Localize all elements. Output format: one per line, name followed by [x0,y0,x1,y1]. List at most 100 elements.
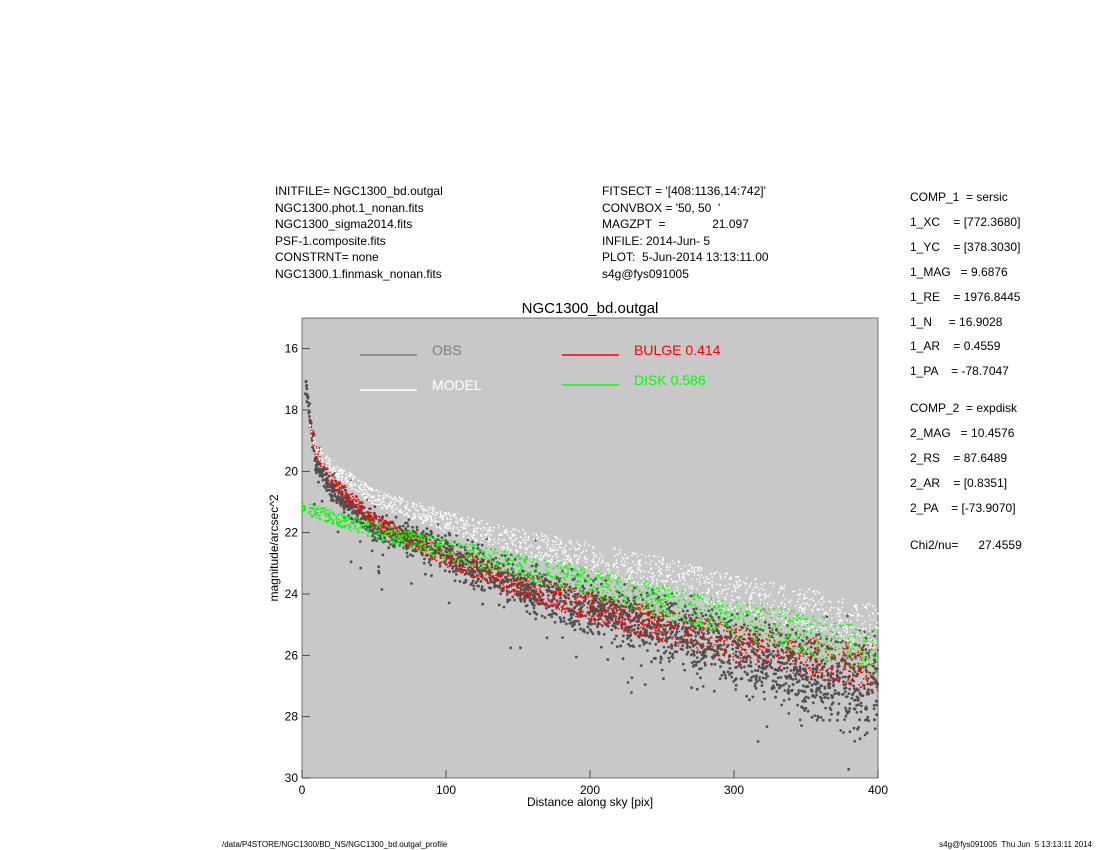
data-point [531,594,534,597]
data-point [805,671,808,675]
data-point [525,595,527,597]
data-point [555,599,559,602]
data-point [850,624,853,626]
data-point [843,687,846,690]
data-point [519,572,521,575]
data-point [717,652,720,655]
data-point [320,499,324,503]
data-point [476,584,479,588]
data-point [730,636,733,639]
data-point [575,574,578,577]
data-point [462,564,465,567]
data-point [522,581,525,583]
data-point [811,663,815,667]
data-point [373,525,376,528]
data-point [758,648,761,651]
data-point [365,512,367,514]
data-point [601,585,604,588]
data-point [555,576,559,579]
data-point [439,557,442,559]
data-point [615,612,618,614]
data-point [480,543,484,547]
data-point [728,637,731,640]
data-point [819,669,821,672]
data-point [643,619,646,622]
data-point [648,586,651,589]
data-point [452,556,455,559]
data-point [361,531,364,534]
data-point [838,647,840,650]
data-point [791,663,793,665]
data-point [858,691,862,695]
data-point [852,668,856,671]
data-point [451,567,454,570]
data-point [373,511,376,515]
data-point [844,695,848,699]
data-point [676,624,679,626]
data-point [756,740,760,743]
data-point [766,657,769,660]
data-point [551,601,553,604]
data-point [310,510,312,513]
data-point [424,572,427,576]
data-point [626,681,630,684]
data-point [789,612,791,615]
data-point [811,629,813,631]
data-point [750,630,752,633]
data-point [754,632,757,635]
data-point [682,620,684,623]
data-point [734,677,738,681]
data-point [308,415,311,418]
data-point [779,664,782,667]
data-point [466,572,468,575]
data-point [529,564,532,567]
data-point [308,410,311,413]
data-point [745,642,748,645]
data-point [632,616,636,620]
data-point [816,639,818,642]
data-point [495,574,497,576]
data-point [630,630,633,632]
data-point [861,656,864,659]
data-point [392,535,395,538]
data-point [778,613,781,616]
data-point [850,659,853,661]
data-point [704,618,706,621]
data-point [637,635,641,639]
data-point [483,569,486,571]
data-point [655,587,658,590]
data-point [756,658,759,661]
header-left-line: CONSTRNT= none [275,250,379,264]
data-point [573,567,576,570]
data-point [319,508,321,510]
data-point [335,498,339,501]
data-point [845,683,848,685]
data-point [603,621,606,623]
data-point [546,574,548,576]
data-point [686,650,690,654]
data-point [648,615,650,617]
data-point [872,664,875,668]
data-point [353,527,355,530]
data-point [700,658,703,661]
data-point [464,578,468,582]
data-point [574,597,577,599]
data-point [768,626,771,630]
data-point [870,681,872,683]
data-point [537,599,539,602]
data-point [847,647,849,650]
data-point [348,501,350,504]
data-point [335,521,338,524]
data-point [670,655,674,658]
data-point [728,673,731,676]
data-point [450,557,452,560]
data-point [565,603,568,605]
data-point [551,609,554,613]
data-point [665,638,668,641]
data-point [692,654,696,657]
data-point [758,656,762,660]
data-point [370,515,372,518]
data-point [683,668,687,672]
data-point [668,651,672,655]
data-point [322,468,326,471]
